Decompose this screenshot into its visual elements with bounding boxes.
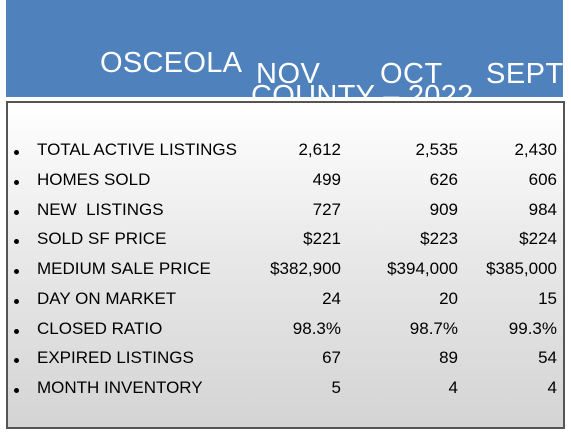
stat-row: EXPIRED LISTINGS 67 89 54 [8, 348, 563, 376]
stat-value-nov: 24 [322, 289, 341, 308]
stat-label: SOLD SF PRICE [37, 229, 167, 248]
stat-label: TOTAL ACTIVE LISTINGS [37, 140, 237, 159]
column-header-oct: OCT [380, 58, 443, 90]
bullet-icon [14, 358, 19, 363]
stat-value-nov: 727 [312, 200, 341, 219]
stat-row: MONTH INVENTORY 5 4 4 [8, 378, 563, 406]
stat-value-oct: 626 [429, 170, 458, 189]
stat-value-nov: $221 [303, 229, 341, 248]
stat-value-sept: 606 [528, 170, 557, 189]
stat-label: CLOSED RATIO [37, 319, 163, 338]
bullet-icon [14, 210, 19, 215]
stat-row: HOMES SOLD 499 626 606 [8, 170, 563, 198]
stats-panel: TOTAL ACTIVE LISTINGS 2,612 2,535 2,430 … [6, 101, 565, 429]
stat-label: EXPIRED LISTINGS [37, 348, 194, 367]
stat-value-sept: 984 [528, 200, 557, 219]
stat-label: NEW LISTINGS [37, 200, 164, 219]
title-county-name: OSCEOLA [100, 47, 243, 79]
bullet-icon [14, 299, 19, 304]
stat-label: MONTH INVENTORY [37, 378, 203, 397]
stat-value-sept: 4 [547, 378, 557, 397]
stat-value-sept: 15 [538, 289, 557, 308]
stat-row: NEW LISTINGS 727 909 984 [8, 200, 563, 228]
stat-value-nov: $382,900 [270, 259, 341, 278]
page-title: OSCEOLA COUNTY – 2022 [6, 14, 563, 146]
column-header-nov: NOV [256, 58, 321, 90]
bullet-icon [14, 150, 19, 155]
bullet-icon [14, 388, 19, 393]
stat-row: DAY ON MARKET 24 20 15 [8, 289, 563, 317]
bullet-icon [14, 239, 19, 244]
stat-value-nov: 98.3% [292, 319, 341, 338]
stat-value-oct: 89 [439, 348, 458, 367]
stat-value-sept: $385,000 [486, 259, 557, 278]
stat-value-nov: 499 [312, 170, 341, 189]
stat-value-oct: 909 [429, 200, 458, 219]
stat-value-oct: 20 [439, 289, 458, 308]
stat-row: CLOSED RATIO 98.3% 98.7% 99.3% [8, 319, 563, 347]
stat-value-oct: 98.7% [409, 319, 458, 338]
stat-value-oct: 4 [448, 378, 458, 397]
bullet-icon [14, 269, 19, 274]
stat-value-sept: 99.3% [508, 319, 557, 338]
header-banner: OSCEOLA COUNTY – 2022 NOV OCT SEPT [6, 0, 564, 112]
column-header-sept: SEPT [486, 58, 564, 90]
stat-value-nov: 2,612 [298, 140, 341, 159]
stat-value-nov: 67 [322, 348, 341, 367]
stat-value-sept: $224 [519, 229, 557, 248]
stat-value-oct: 2,535 [415, 140, 458, 159]
stat-row: SOLD SF PRICE $221 $223 $224 [8, 229, 563, 257]
stat-value-nov: 5 [331, 378, 341, 397]
stat-label: HOMES SOLD [37, 170, 151, 189]
stat-value-oct: $223 [420, 229, 458, 248]
bullet-icon [14, 180, 19, 185]
stat-row: MEDIUM SALE PRICE $382,900 $394,000 $385… [8, 259, 563, 287]
stat-row: TOTAL ACTIVE LISTINGS 2,612 2,535 2,430 [8, 140, 563, 168]
bullet-icon [14, 329, 19, 334]
stat-value-sept: 2,430 [514, 140, 557, 159]
stat-value-sept: 54 [538, 348, 557, 367]
stat-value-oct: $394,000 [387, 259, 458, 278]
stat-label: DAY ON MARKET [37, 289, 177, 308]
stat-label: MEDIUM SALE PRICE [37, 259, 211, 278]
